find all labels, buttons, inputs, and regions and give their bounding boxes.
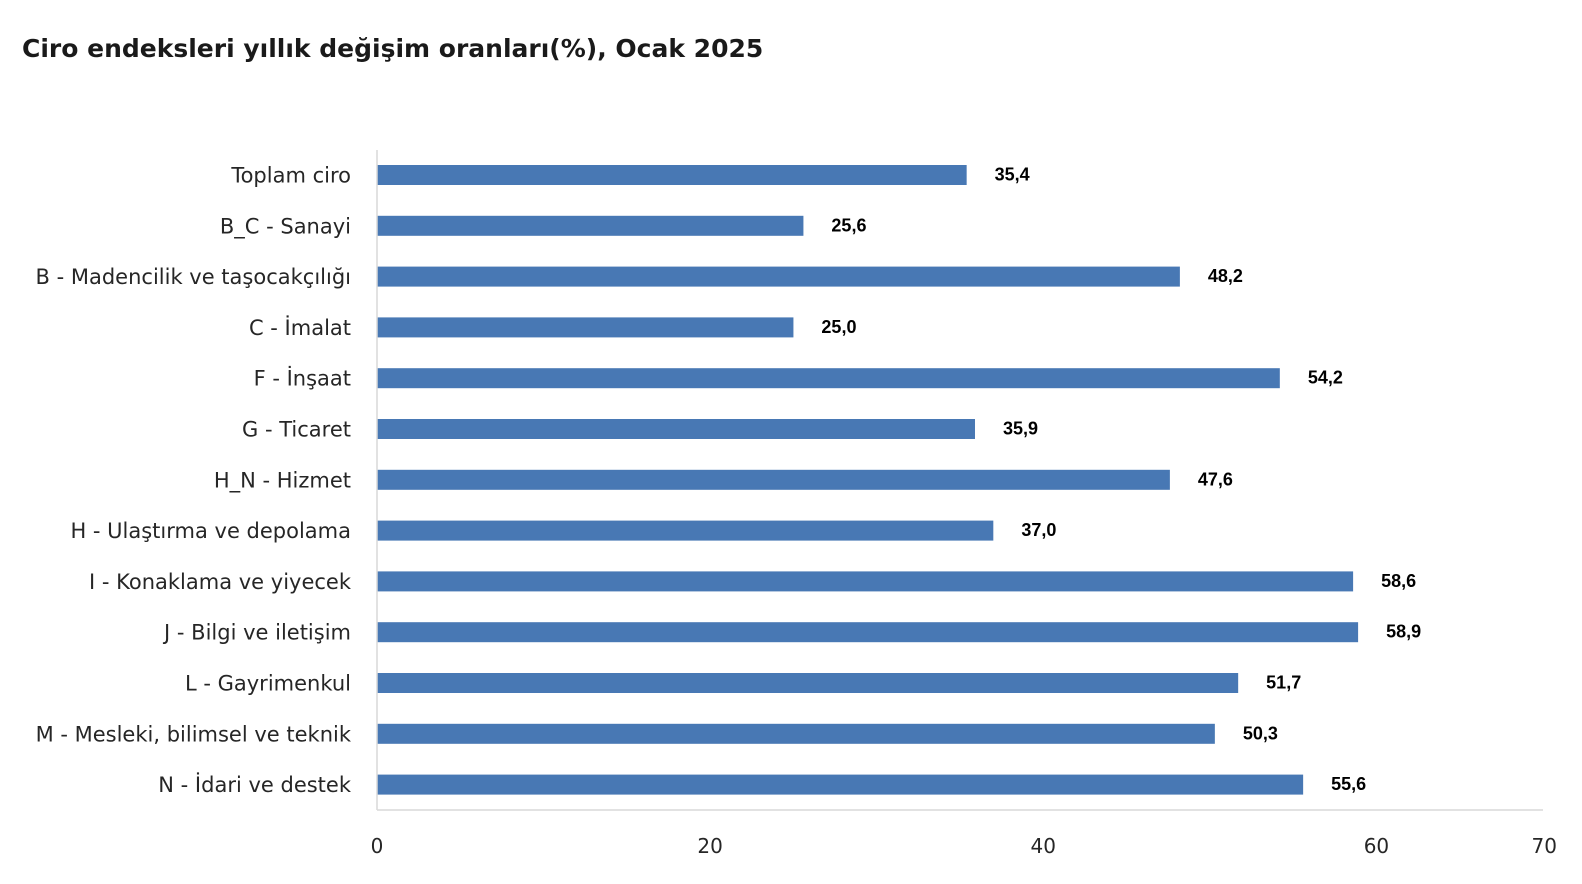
bar	[377, 419, 975, 439]
category-label: Toplam ciro	[230, 164, 351, 188]
bar	[377, 266, 1180, 287]
bar	[377, 368, 1280, 389]
category-label: J - Bilgi ve iletişim	[162, 621, 351, 645]
category-label: B - Madencilik ve taşocakçılığı	[36, 265, 351, 289]
data-label: 35,4	[995, 165, 1030, 185]
value-labels: 35,4 25,6 48,2 25,0 54,2 35,9 47,6 37,0 58,6 58,9…	[821, 165, 1421, 795]
chart-title: Ciro endeksleri yıllık değişim oranları(…	[22, 34, 764, 63]
data-label: 54,2	[1308, 368, 1343, 388]
data-label: 58,9	[1386, 622, 1421, 642]
data-label: 25,0	[821, 317, 856, 337]
x-tick-label: 70	[1532, 834, 1557, 858]
category-label: H_N - Hizmet	[214, 468, 351, 493]
x-tick-label: 60	[1364, 834, 1389, 858]
category-label: F - İnşaat	[254, 366, 351, 391]
x-tick-label: 0	[371, 834, 384, 858]
x-tick-labels: 0 20 40 60 70	[371, 834, 1557, 858]
bar	[377, 520, 994, 541]
data-label: 55,6	[1331, 774, 1366, 794]
bar	[377, 317, 794, 338]
bar	[377, 571, 1354, 592]
axes-layer	[376, 150, 1543, 811]
data-label: 35,9	[1003, 419, 1038, 439]
bar	[377, 215, 804, 236]
x-tick-label: 20	[697, 834, 722, 858]
category-label: B_C - Sanayi	[220, 214, 351, 239]
data-label: 37,0	[1021, 520, 1056, 540]
data-label: 25,6	[831, 215, 866, 235]
data-label: 51,7	[1266, 673, 1301, 693]
data-label: 47,6	[1198, 469, 1233, 489]
bar	[377, 469, 1170, 490]
data-label: 50,3	[1243, 723, 1278, 743]
category-label: N - İdari ve destek	[158, 772, 352, 797]
data-label: 48,2	[1208, 266, 1243, 286]
bars-layer	[377, 165, 1359, 795]
category-label: L - Gayrimenkul	[185, 672, 351, 696]
bar	[377, 622, 1359, 643]
category-label: C - İmalat	[249, 315, 351, 340]
category-label: I - Konaklama ve yiyecek	[89, 570, 352, 594]
bar	[377, 723, 1215, 744]
category-label: G - Ticaret	[242, 418, 351, 442]
bar	[377, 165, 967, 185]
category-labels: Toplam ciro B_C - Sanayi B - Madencilik ve…	[36, 164, 352, 798]
category-label: M - Mesleki, bilimsel ve teknik	[36, 722, 352, 746]
bar	[377, 774, 1304, 795]
x-tick-label: 40	[1031, 834, 1056, 858]
category-label: H - Ulaştırma ve depolama	[70, 519, 351, 543]
data-label: 58,6	[1381, 571, 1416, 591]
bar	[377, 673, 1239, 693]
